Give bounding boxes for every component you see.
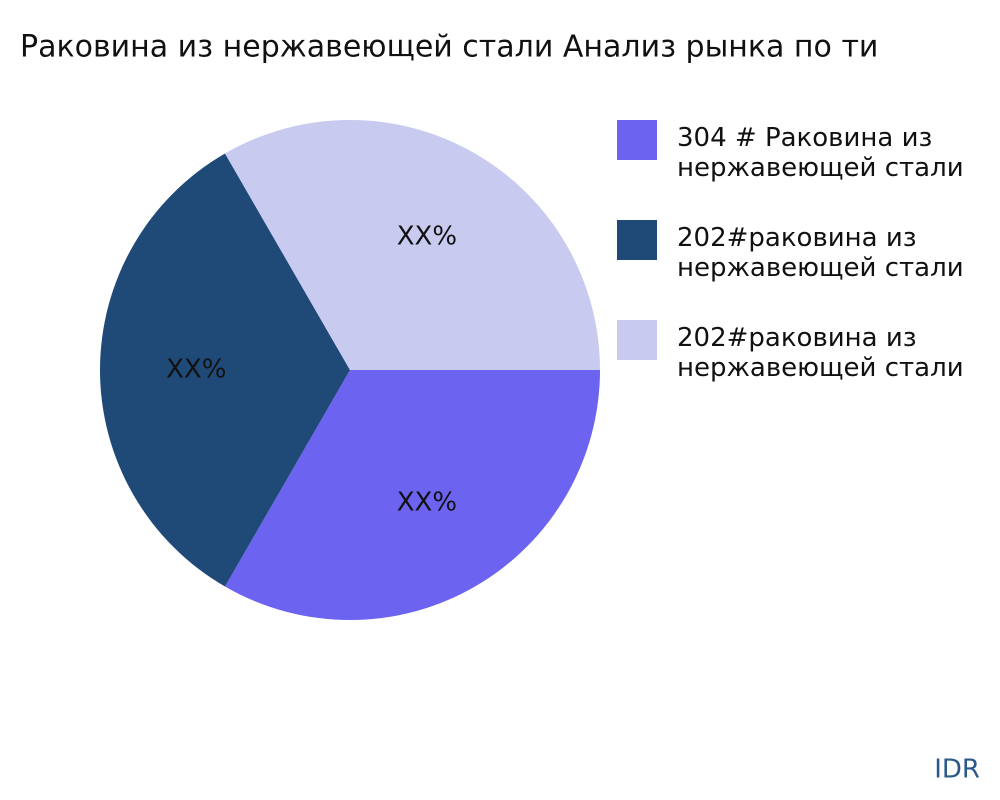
slice-label: XX% bbox=[397, 488, 457, 518]
legend-swatch bbox=[617, 120, 657, 160]
legend-label: 202#раковина из нержавеющей стали bbox=[677, 223, 964, 283]
pie-slice bbox=[225, 370, 600, 620]
chart-title: Раковина из нержавеющей стали Анализ рын… bbox=[20, 30, 878, 65]
legend-swatch bbox=[617, 320, 657, 360]
slice-label: XX% bbox=[166, 355, 226, 385]
watermark: IDR bbox=[934, 755, 980, 785]
pie-slice bbox=[225, 119, 600, 370]
legend-label: 304 # Раковина из нержавеющей стали bbox=[677, 123, 964, 183]
slice-label: XX% bbox=[397, 221, 457, 251]
legend-label: 202#раковина из нержавеющей стали bbox=[677, 323, 964, 383]
legend-swatch bbox=[617, 220, 657, 260]
